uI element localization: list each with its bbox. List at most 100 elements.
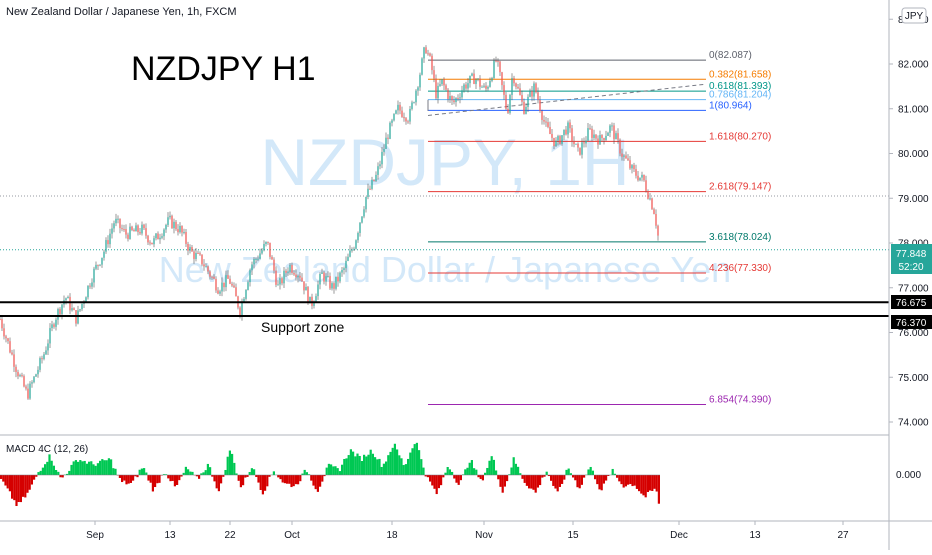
- candle-body: [95, 265, 96, 269]
- macd-zero-label: 0.000: [896, 470, 921, 481]
- candle-body: [577, 144, 578, 148]
- time-tick-label: Sep: [86, 530, 104, 541]
- candle-body: [193, 251, 194, 259]
- macd-bar-up: [202, 472, 204, 475]
- candle-body: [11, 352, 12, 354]
- candle-body: [457, 98, 458, 99]
- macd-bar-up: [372, 454, 374, 475]
- macd-bar-down: [288, 475, 290, 484]
- macd-bar-up: [367, 455, 369, 475]
- macd-bar-up: [519, 473, 521, 475]
- macd-bar-down: [497, 475, 499, 479]
- candle-body: [631, 165, 632, 168]
- candle-body: [625, 155, 626, 158]
- candle-body: [391, 120, 392, 122]
- time-tick-label: Nov: [475, 530, 493, 541]
- support-zone[interactable]: [0, 302, 889, 316]
- candle-body: [501, 72, 502, 85]
- fibonacci-retracement[interactable]: 0(82.087)0.382(81.658)0.618(81.393)0.786…: [428, 50, 771, 405]
- currency-badge[interactable]: JPY: [902, 8, 926, 23]
- macd-bar-down: [634, 475, 636, 486]
- candle-body: [333, 283, 334, 289]
- candle-body: [335, 277, 336, 289]
- macd-bar-down: [539, 475, 541, 485]
- time-tick-label: 22: [224, 530, 236, 541]
- macd-bar-down: [198, 475, 200, 479]
- bar-countdown: 52:20: [898, 262, 923, 273]
- candle-body: [259, 253, 260, 258]
- candle-body: [113, 223, 114, 228]
- candle-body: [525, 107, 526, 114]
- macd-bar-down: [455, 475, 457, 483]
- candle-body: [203, 264, 204, 266]
- macd-bar-down: [132, 475, 134, 481]
- macd-bar-down: [427, 475, 429, 477]
- macd-bar-down: [220, 475, 222, 483]
- macd-bar-down: [433, 475, 435, 489]
- macd-bar-down: [136, 475, 138, 477]
- candle-body: [425, 47, 426, 53]
- macd-bar-down: [0, 475, 2, 479]
- macd-bar-down: [640, 475, 642, 494]
- macd-bar-up: [469, 463, 471, 475]
- candle-body: [257, 259, 258, 260]
- candle-body: [387, 138, 388, 139]
- macd-bar-down: [572, 475, 574, 477]
- candle-body: [273, 260, 274, 271]
- macd-bar-down: [317, 475, 319, 492]
- macd-bar-up: [422, 468, 424, 475]
- candle-body: [503, 85, 504, 95]
- candle-body: [359, 223, 360, 233]
- macd-bar-up: [143, 468, 145, 475]
- macd-histogram: [0, 443, 660, 506]
- macd-bar-up: [376, 459, 378, 475]
- macd-bar-down: [440, 475, 442, 485]
- candle-body: [551, 134, 552, 138]
- macd-bar-up: [79, 460, 81, 475]
- candle-body: [97, 265, 98, 266]
- macd-bar-down: [436, 475, 438, 494]
- candle-body: [393, 114, 394, 121]
- macd-bar-up: [70, 465, 72, 475]
- macd-bar-up: [106, 460, 108, 475]
- macd-bar-up: [97, 463, 99, 475]
- candle-body: [471, 74, 472, 76]
- candle-body: [375, 175, 376, 181]
- macd-bar-down: [218, 475, 220, 491]
- candle-body: [487, 87, 488, 89]
- candle-body: [477, 78, 478, 79]
- price-tick-label: 76.000: [898, 328, 929, 339]
- macd-bar-down: [645, 475, 647, 497]
- candle-body: [341, 270, 342, 273]
- candle-body: [123, 229, 124, 230]
- candle-body: [337, 277, 338, 282]
- candle-body: [241, 302, 242, 316]
- macd-bar-down: [172, 475, 174, 481]
- candle-body: [483, 86, 484, 87]
- macd-bar-up: [84, 461, 86, 475]
- candle-body: [621, 153, 622, 156]
- price-axis[interactable]: 74.00075.00076.00077.00078.00079.00080.0…: [889, 15, 929, 429]
- macd-bar-up: [191, 472, 193, 475]
- macd-bar-up: [381, 467, 383, 475]
- candle-body: [3, 328, 4, 336]
- macd-bar-down: [282, 475, 284, 482]
- candle-body: [279, 278, 280, 284]
- macd-bar-down: [504, 475, 506, 487]
- macd-bar-down: [458, 475, 460, 485]
- macd-bar-up: [451, 472, 453, 475]
- candle-body: [125, 229, 126, 234]
- candle-body: [403, 117, 404, 118]
- candle-body: [111, 228, 112, 233]
- macd-bar-down: [128, 475, 130, 484]
- candle-body: [617, 133, 618, 140]
- macd-bar-up: [75, 460, 77, 475]
- candle-body: [443, 79, 444, 85]
- macd-bar-up: [330, 464, 332, 475]
- macd-bar-up: [565, 470, 567, 475]
- candle-body: [385, 138, 386, 149]
- macd-bar-up: [99, 461, 101, 475]
